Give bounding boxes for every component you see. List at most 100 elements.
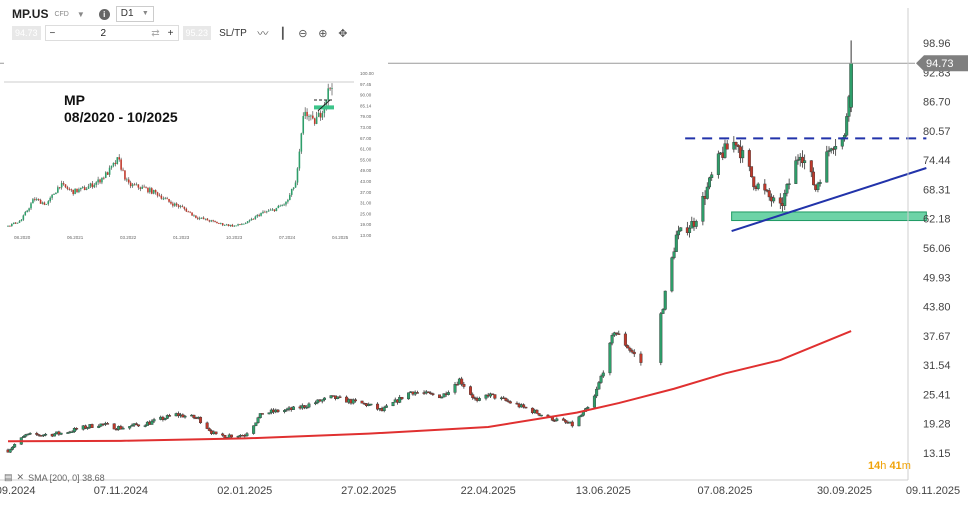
timeframe-select[interactable]: D1 ▼	[115, 6, 154, 22]
inset-candle-body	[229, 224, 232, 226]
inset-x-tick-label: 03.2022	[120, 235, 137, 240]
candle-body	[834, 146, 838, 150]
sma-legend[interactable]: ▤ ✕ SMA [200, 0] 38.68	[4, 472, 105, 483]
inset-candle-body	[137, 184, 140, 188]
candle-body	[24, 434, 28, 437]
candle-body	[800, 156, 804, 164]
candle-body	[21, 436, 25, 438]
inset-y-tick-label: 73.00	[360, 125, 372, 130]
inset-candle-body	[248, 220, 251, 222]
sell-price-box[interactable]: 94.73	[12, 26, 41, 40]
inset-x-tick-label: 08.2020	[14, 235, 31, 240]
candle-body	[827, 150, 831, 152]
buy-price-box[interactable]: 95.23	[182, 26, 212, 40]
inset-candle-body	[70, 189, 73, 191]
candle-body	[453, 384, 457, 393]
inset-y-tick-label: 90.00	[360, 93, 372, 98]
candle-body	[254, 422, 258, 426]
minus-icon[interactable]: −	[49, 27, 56, 39]
candle-body	[462, 384, 466, 387]
inset-candle-body	[20, 219, 23, 222]
volume-value[interactable]: 2	[100, 27, 107, 39]
candle-body	[809, 160, 813, 173]
candle-body	[256, 417, 260, 423]
sma-legend-text: SMA [200, 0] 38.68	[28, 472, 105, 483]
sltp-button[interactable]: SL/TP	[219, 27, 247, 39]
x-tick-label: 07.11.2024	[94, 485, 148, 497]
symbol-label[interactable]: MP.US	[12, 7, 49, 21]
inset-candle-body	[116, 157, 119, 165]
plus-icon[interactable]: +	[167, 27, 174, 39]
zoom-out-icon[interactable]: ⊖	[298, 27, 308, 40]
crosshair-icon[interactable]: ✥	[338, 27, 348, 40]
candle-body	[400, 396, 404, 400]
candle-body	[199, 416, 203, 424]
inset-candle-body	[191, 212, 193, 216]
candle-body	[661, 309, 665, 314]
candle-body	[612, 332, 616, 336]
indicator-icon[interactable]: ▤	[4, 472, 13, 482]
inset-candle-body	[145, 187, 147, 189]
inset-candle-body	[256, 214, 259, 217]
candle-body	[168, 415, 172, 417]
candle-body	[672, 251, 676, 258]
inset-candle-body	[91, 183, 94, 188]
candle-body	[736, 144, 740, 147]
candle-body	[586, 407, 590, 409]
candle-body	[252, 425, 256, 434]
candle-body	[338, 396, 342, 398]
candle-body	[506, 400, 510, 402]
candle-body	[688, 227, 692, 233]
inset-candle-body	[53, 194, 55, 195]
candle-body	[283, 410, 287, 413]
inset-candle-body	[74, 188, 76, 195]
candle-body	[221, 433, 225, 436]
inset-candle-body	[104, 172, 107, 178]
candles-icon[interactable]: ┃	[279, 27, 287, 40]
candle-body	[732, 141, 736, 150]
candle-body	[128, 426, 132, 429]
zoom-in-icon[interactable]: ⊕	[318, 27, 328, 40]
y-tick-label: 13.15	[923, 448, 951, 460]
candle-body	[772, 197, 776, 202]
candle-body	[97, 425, 101, 428]
y-axis: 98.9692.8386.7080.5774.4468.3162.1856.06…	[907, 8, 968, 480]
inset-candle-body	[195, 215, 197, 218]
instrument-type-label: CFD	[54, 10, 69, 18]
candle-body	[446, 392, 450, 395]
y-tick-label: 19.28	[923, 419, 951, 431]
inset-candle-body	[133, 184, 136, 186]
inset-candle-body	[225, 224, 228, 226]
candle-body	[632, 351, 636, 355]
candle-body	[431, 393, 435, 395]
candle-body	[86, 427, 90, 429]
candle-body	[679, 227, 683, 232]
inset-candle-body	[239, 224, 241, 225]
inset-y-tick-label: 55.00	[360, 157, 372, 162]
inset-candle-body	[68, 188, 71, 190]
inset-y-tick-label: 19.00	[360, 222, 372, 227]
y-tick-label: 80.57	[923, 126, 951, 138]
candle-body	[816, 183, 820, 190]
inset-candle-body	[160, 195, 163, 199]
inset-candle-body	[14, 222, 17, 224]
swap-icon[interactable]: ⇄	[151, 27, 160, 39]
inset-candle-body	[80, 187, 82, 190]
chevron-down-icon[interactable]: ▼	[76, 9, 85, 19]
candle-body	[522, 404, 526, 408]
candle-body	[152, 419, 156, 422]
candle-body	[183, 415, 187, 418]
inset-candle-body	[150, 188, 153, 194]
candle-body	[52, 433, 56, 437]
line-chart-icon[interactable]: 〰	[257, 28, 269, 40]
inset-candle-body	[277, 205, 280, 208]
inset-candle-body	[271, 209, 274, 211]
candle-body	[763, 183, 767, 191]
close-icon[interactable]: ✕	[16, 472, 25, 482]
info-icon[interactable]: i	[98, 8, 110, 20]
inset-candle-body	[156, 192, 159, 196]
candle-body	[592, 395, 596, 408]
inset-x-tick-label: 01.2023	[173, 235, 190, 240]
volume-stepper[interactable]: − 2 ⇄ +	[44, 25, 179, 41]
